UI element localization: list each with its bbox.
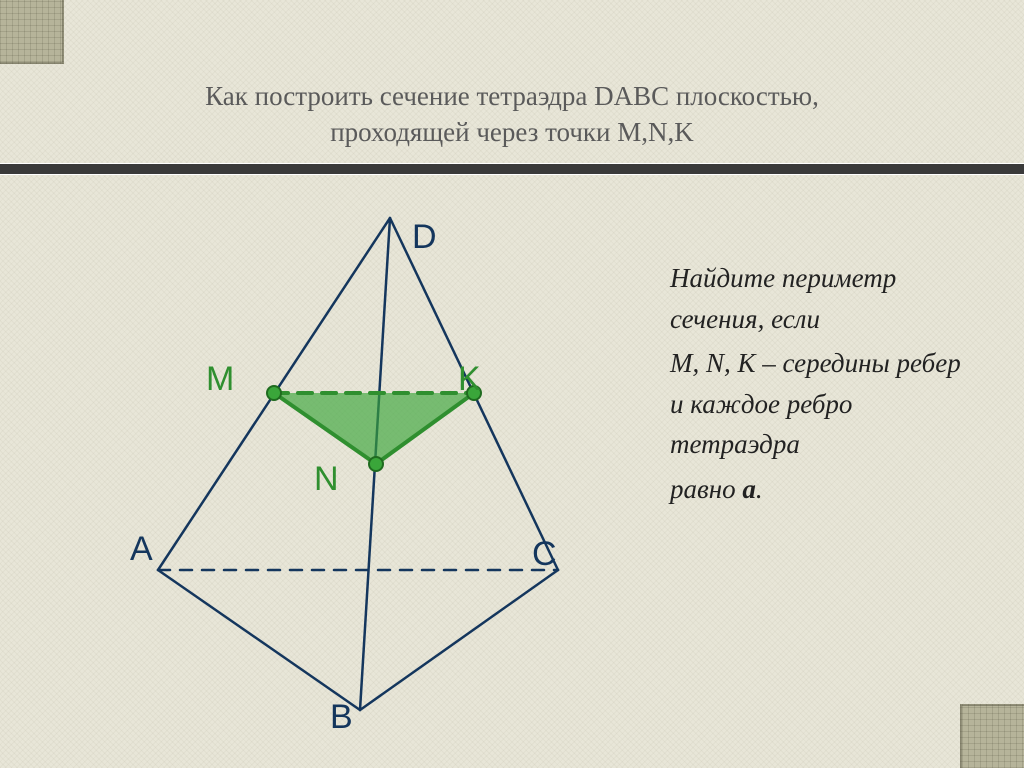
- problem-line-1: Найдите периметр сечения, если: [670, 258, 980, 339]
- slide-title: Как построить сечение тетраэдра DABC пло…: [0, 78, 1024, 151]
- vertex-label-D: D: [412, 218, 437, 257]
- problem-line-2: M, N, K – середины ребер и каждое ребро …: [670, 343, 980, 465]
- problem-text: Найдите периметр сечения, если M, N, K –…: [670, 258, 980, 513]
- corner-top-left: [0, 0, 64, 64]
- tetrahedron-diagram: D A C B M K N: [80, 200, 640, 740]
- vertex-label-K: K: [458, 360, 481, 399]
- tetrahedron-svg: [80, 200, 640, 740]
- problem-line-3: равно а.: [670, 469, 980, 510]
- vertex-label-B: B: [330, 698, 353, 737]
- title-line-1: Как построить сечение тетраэдра DABC пло…: [0, 78, 1024, 114]
- title-line-2: проходящей через точки M,N,K: [0, 114, 1024, 150]
- vertex-label-C: C: [532, 535, 557, 574]
- vertex-label-N: N: [314, 460, 339, 499]
- vertex-label-A: A: [130, 530, 153, 569]
- corner-bottom-right: [960, 704, 1024, 768]
- title-underline-band: [0, 163, 1024, 175]
- vertex-label-M: M: [206, 360, 234, 399]
